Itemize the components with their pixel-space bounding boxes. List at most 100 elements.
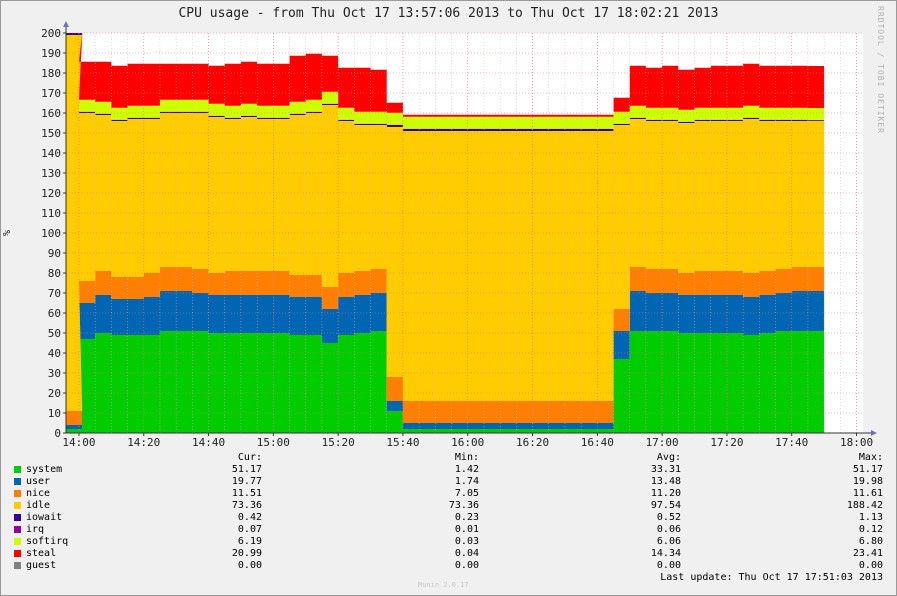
y-tick-label: 0 <box>54 427 61 440</box>
x-tick-label: 16:20 <box>516 436 549 449</box>
x-tick-label: 16:00 <box>451 436 484 449</box>
y-tick-label: 10 <box>48 407 61 420</box>
x-tick-label: 17:40 <box>775 436 808 449</box>
x-tick-label: 15:20 <box>322 436 355 449</box>
legend-swatch-guest <box>14 562 21 569</box>
legend-value-max: 0.00 <box>858 560 883 571</box>
y-tick-label: 150 <box>41 127 61 140</box>
legend-value-avg: 33.31 <box>650 464 681 475</box>
x-tick-label: 17:00 <box>646 436 679 449</box>
legend-value-max: 11.61 <box>852 488 883 499</box>
y-tick-label: 20 <box>48 387 61 400</box>
y-tick-label: 180 <box>41 67 61 80</box>
x-tick-label: 18:00 <box>840 436 873 449</box>
legend-value-min: 0.01 <box>454 524 479 535</box>
legend-value-avg: 11.20 <box>650 488 681 499</box>
x-tick-label: 14:20 <box>127 436 160 449</box>
series-area-softirq <box>66 33 825 129</box>
x-tick-label: 14:00 <box>62 436 95 449</box>
series-area-nice <box>66 267 825 425</box>
y-tick-label: 50 <box>48 327 61 340</box>
legend-value-max: 6.80 <box>858 536 883 547</box>
y-tick-label: 30 <box>48 367 61 380</box>
legend-value-avg: 14.34 <box>650 548 681 559</box>
y-tick-label: 170 <box>41 87 61 100</box>
series-area-steal <box>66 33 825 117</box>
legend-value-min: 0.00 <box>454 560 479 571</box>
legend-label-nice: nice <box>26 488 51 499</box>
legend-value-avg: 0.52 <box>656 512 681 523</box>
y-tick-label: 40 <box>48 347 61 360</box>
y-tick-label: 80 <box>48 267 61 280</box>
legend-value-cur: 6.19 <box>237 536 262 547</box>
legend-value-avg: 97.54 <box>650 500 681 511</box>
legend-value-max: 19.98 <box>852 476 883 487</box>
y-tick-label: 160 <box>41 107 61 120</box>
legend-label-guest: guest <box>26 560 57 571</box>
y-tick-label: 140 <box>41 147 61 160</box>
legend-value-max: 51.17 <box>852 464 883 475</box>
series-area-user <box>66 291 825 429</box>
x-tick-label: 16:40 <box>581 436 614 449</box>
legend-value-cur: 11.51 <box>231 488 262 499</box>
y-tick-label: 120 <box>41 187 61 200</box>
legend-column-header: Min: <box>454 452 479 463</box>
rrdtool-watermark: RRDTOOL / TOBI OETIKER <box>876 6 885 134</box>
series-area-idle <box>66 35 825 411</box>
legend-value-max: 1.13 <box>858 512 883 523</box>
y-tick-label: 110 <box>41 207 61 220</box>
stacked-area-chart: 0 10 20 30 40 50 60 70 80 90 100 110 120 130 140 150 160… <box>2 21 877 449</box>
legend-value-cur: 73.36 <box>231 500 262 511</box>
x-tick-label: 15:00 <box>257 436 290 449</box>
legend-value-cur: 19.77 <box>231 476 262 487</box>
legend-label-idle: idle <box>26 500 51 511</box>
y-tick-label: 190 <box>41 47 61 60</box>
legend-value-min: 7.05 <box>454 488 479 499</box>
legend-swatch-iowait <box>14 514 21 521</box>
legend-value-cur: 0.42 <box>237 512 262 523</box>
legend-swatch-system <box>14 466 21 473</box>
munin-version: Munin 2.0.17 <box>418 581 469 589</box>
legend-swatch-irq <box>14 526 21 533</box>
legend-value-cur: 0.07 <box>237 524 262 535</box>
legend-swatch-idle <box>14 502 21 509</box>
legend-label-steal: steal <box>26 548 57 559</box>
legend-value-min: 1.74 <box>454 476 479 487</box>
y-tick-label: 200 <box>41 27 61 40</box>
legend-value-cur: 51.17 <box>231 464 262 475</box>
legend-swatch-softirq <box>14 538 21 545</box>
legend-column-header: Max: <box>858 452 883 463</box>
chart-title: CPU usage - from Thu Oct 17 13:57:06 201… <box>178 6 719 21</box>
legend-value-min: 0.03 <box>454 536 479 547</box>
legend-label-softirq: softirq <box>26 536 69 547</box>
legend-value-max: 23.41 <box>852 548 883 559</box>
legend-swatch-user <box>14 478 21 485</box>
legend-value-min: 1.42 <box>454 464 479 475</box>
y-tick-label: 130 <box>41 167 61 180</box>
last-update-text: Last update: Thu Oct 17 17:51:03 2013 <box>660 572 883 583</box>
y-axis-arrow <box>63 21 69 27</box>
legend-label-system: system <box>26 464 63 475</box>
legend-swatch-nice <box>14 490 21 497</box>
legend-label-user: user <box>26 476 51 487</box>
y-tick-label: 60 <box>48 307 61 320</box>
legend-value-cur: 20.99 <box>231 548 262 559</box>
legend-value-min: 0.23 <box>454 512 479 523</box>
x-tick-label: 17:20 <box>710 436 743 449</box>
legend-value-avg: 6.06 <box>656 536 681 547</box>
x-tick-label: 14:40 <box>192 436 225 449</box>
y-tick-label: 70 <box>48 287 61 300</box>
legend-value-avg: 0.00 <box>656 560 681 571</box>
x-tick-label: 15:40 <box>386 436 419 449</box>
legend-value-avg: 13.48 <box>650 476 681 487</box>
legend-value-min: 0.04 <box>454 548 479 559</box>
legend-value-max: 0.12 <box>858 524 883 535</box>
legend-value-avg: 0.06 <box>656 524 681 535</box>
y-axis-label: % <box>2 230 13 236</box>
y-tick-label: 90 <box>48 247 61 260</box>
series-area-system <box>66 331 825 433</box>
y-tick-label: 100 <box>41 227 61 240</box>
legend-label-iowait: iowait <box>26 512 63 523</box>
legend-column-header: Cur: <box>237 452 262 463</box>
legend-value-min: 73.36 <box>448 500 479 511</box>
